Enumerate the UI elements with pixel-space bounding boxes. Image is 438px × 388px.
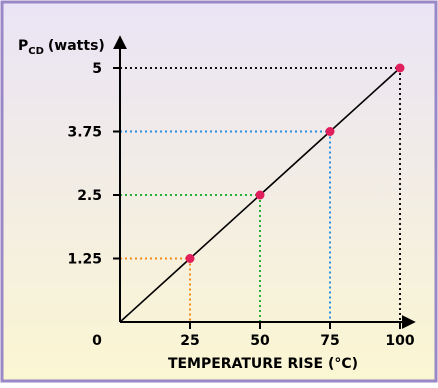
y-tick-label-1: 1.25 [67,252,102,268]
data-point-3 [325,127,335,136]
guide-lines [120,67,401,322]
y-axis-label-subscript: CD [28,46,44,57]
x-tick-label-2: 50 [250,333,270,349]
data-point-2 [255,190,265,200]
data-points [185,63,405,263]
x-tick-label-3: 75 [320,333,339,349]
y-tick-label-4: 5 [92,61,102,77]
origin-label: 0 [92,333,102,349]
x-tick-label-4: 100 [385,333,414,349]
y-axis-label-unit: (watts) [48,38,105,54]
x-ticks: 25 50 75 100 [180,322,415,349]
y-axis-label: PCD (watts) [18,38,105,57]
data-point-1 [185,254,195,263]
x-axis-label: TEMPERATURE RISE (°C) [168,356,358,372]
y-ticks: 1.25 2.5 3.75 5 [67,61,120,268]
y-axis-label-main: P [18,38,28,54]
x-tick-label-1: 25 [180,333,199,349]
y-tick-label-2: 2.5 [77,188,102,204]
y-tick-label-3: 3.75 [67,125,102,141]
data-point-4 [395,63,405,73]
